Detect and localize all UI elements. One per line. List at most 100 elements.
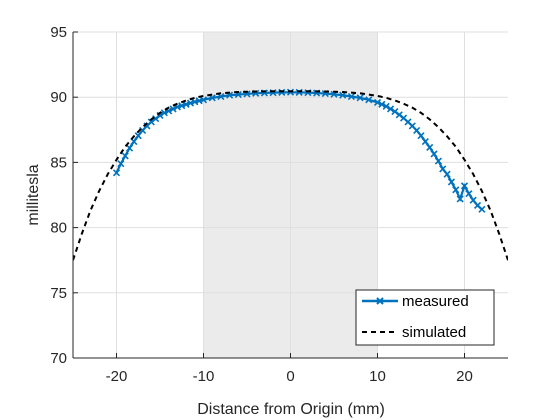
y-tick-label: 80 xyxy=(50,220,67,237)
data-point-stroke xyxy=(373,98,382,106)
series-line-simulated xyxy=(73,90,508,261)
data-point-stroke xyxy=(121,152,129,160)
data-point-measured xyxy=(112,169,121,177)
data-point-stroke xyxy=(243,90,251,98)
y-tick-label: 70 xyxy=(50,350,67,367)
data-point-stroke xyxy=(365,96,373,104)
data-point-measured xyxy=(160,109,168,117)
y-tick-label: 90 xyxy=(50,89,67,106)
data-point-measured xyxy=(378,100,386,108)
data-point-stroke xyxy=(413,126,421,135)
data-point-stroke xyxy=(469,196,477,204)
data-point-stroke xyxy=(395,111,403,119)
data-point-stroke xyxy=(400,114,408,122)
series-layer xyxy=(73,88,508,261)
y-tick-label: 85 xyxy=(50,154,67,171)
data-point-stroke xyxy=(252,89,260,97)
y-tick-label: 95 xyxy=(50,24,67,41)
x-tick-label: 0 xyxy=(286,368,294,385)
data-point-measured xyxy=(356,94,364,102)
data-point-stroke xyxy=(226,91,234,99)
y-axis-label: millitesla xyxy=(25,164,42,225)
data-point-stroke xyxy=(378,100,386,108)
data-point-stroke xyxy=(391,107,399,116)
data-point-stroke xyxy=(443,170,451,178)
data-point-stroke xyxy=(465,190,473,198)
legend-measured-marker xyxy=(376,297,384,305)
data-point-stroke xyxy=(269,89,277,97)
data-point-measured xyxy=(421,137,429,146)
legend-measured-label: measured xyxy=(402,293,469,310)
data-point-measured xyxy=(434,157,442,165)
data-point-stroke xyxy=(186,99,195,107)
data-point-stroke xyxy=(452,186,460,194)
data-point-stroke xyxy=(426,143,434,151)
data-point-stroke xyxy=(456,195,464,203)
data-point-stroke xyxy=(347,92,355,101)
data-point-measured xyxy=(447,178,456,186)
data-point-stroke xyxy=(460,182,469,190)
data-point-measured xyxy=(365,96,373,104)
data-point-measured xyxy=(478,205,486,213)
data-point-stroke xyxy=(430,150,438,158)
data-point-stroke xyxy=(208,94,216,102)
data-point-stroke xyxy=(408,122,416,130)
data-point-measured xyxy=(386,105,395,113)
data-point-stroke xyxy=(130,137,138,146)
data-point-stroke xyxy=(117,160,125,168)
axes xyxy=(72,31,508,359)
data-point-stroke xyxy=(178,102,186,110)
data-point-measured xyxy=(125,144,134,152)
data-point-stroke xyxy=(182,100,190,108)
data-point-stroke xyxy=(434,157,442,165)
data-point-stroke xyxy=(356,94,364,102)
data-point-stroke xyxy=(421,137,429,146)
data-point-stroke xyxy=(339,91,347,99)
data-point-stroke xyxy=(260,89,268,97)
x-tick-label: -20 xyxy=(106,368,128,385)
data-point-stroke xyxy=(473,201,482,209)
data-point-stroke xyxy=(386,105,395,113)
grid xyxy=(73,31,508,359)
x-tick-label: 10 xyxy=(369,368,386,385)
data-point-measured xyxy=(339,91,347,99)
data-point-measured xyxy=(373,98,382,106)
data-point-measured xyxy=(430,150,438,158)
data-point-stroke xyxy=(234,91,242,99)
data-point-stroke xyxy=(125,144,134,152)
data-point-measured xyxy=(169,105,177,113)
x-tick-label: -10 xyxy=(193,368,215,385)
data-point-stroke xyxy=(191,98,199,106)
data-point-stroke xyxy=(417,132,425,140)
data-point-measured xyxy=(465,190,473,198)
data-point-stroke xyxy=(478,205,486,213)
data-point-measured xyxy=(456,195,464,203)
data-point-stroke xyxy=(404,118,412,126)
data-point-measured xyxy=(117,160,125,168)
data-point-stroke xyxy=(160,109,168,117)
data-point-stroke xyxy=(169,105,177,113)
data-point-stroke xyxy=(165,107,173,115)
data-point-measured xyxy=(347,92,355,101)
data-point-stroke xyxy=(173,103,181,111)
legend-simulated-label: simulated xyxy=(402,324,466,341)
data-point-measured xyxy=(417,132,425,140)
data-point-stroke xyxy=(217,92,225,101)
data-point-measured xyxy=(443,170,451,178)
data-point-stroke xyxy=(439,165,447,173)
y-tick-label: 75 xyxy=(50,285,67,302)
x-tick-label: 20 xyxy=(456,368,473,385)
legend: measured simulated xyxy=(355,289,495,346)
data-point-stroke xyxy=(199,96,208,104)
data-point-stroke xyxy=(382,102,390,110)
data-point-stroke xyxy=(112,169,121,177)
data-point-measured xyxy=(382,102,390,110)
data-point-measured xyxy=(121,152,129,160)
data-point-stroke xyxy=(195,97,203,105)
data-point-measured xyxy=(452,186,460,194)
data-point-measured xyxy=(460,182,469,190)
data-point-measured xyxy=(199,96,208,104)
x-axis-label: Distance from Origin (mm) xyxy=(197,401,385,418)
data-point-stroke xyxy=(447,178,456,186)
